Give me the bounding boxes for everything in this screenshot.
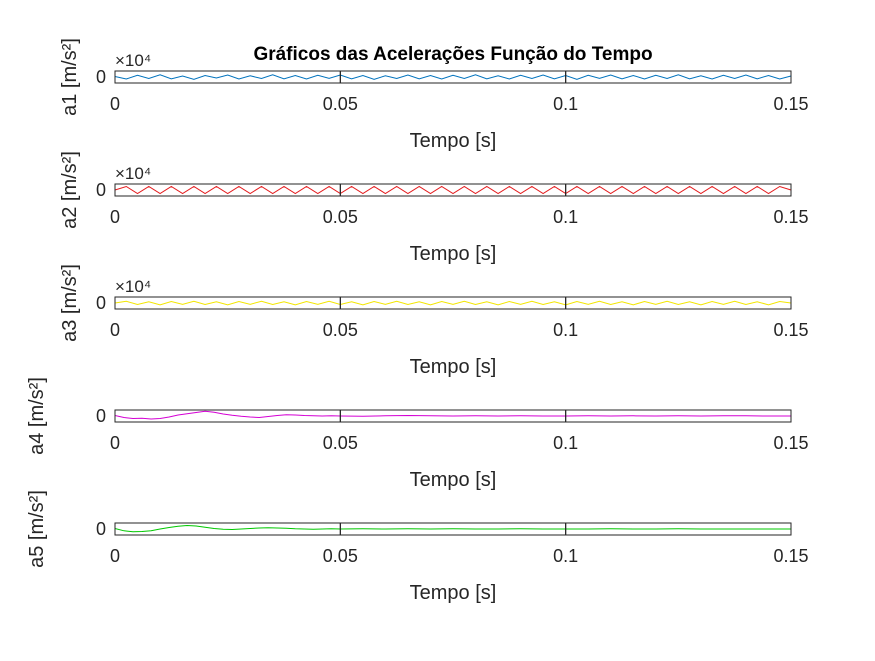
x-axis-label-a5: Tempo [s] [410, 582, 497, 604]
y-multiplier-a3: ×10⁴ [115, 277, 151, 296]
axes-box-a3 [114, 296, 792, 310]
x-tick-label-a3: 0 [110, 320, 120, 340]
axes-box-a2 [114, 183, 792, 197]
x-tick-label-a5: 0.1 [553, 546, 578, 566]
x-tick-label-a4: 0.15 [773, 433, 808, 453]
x-tick-label-a3: 0.15 [773, 320, 808, 340]
series-line-a4 [114, 410, 791, 420]
axes-box-a4 [114, 409, 792, 423]
axes-box-a5 [114, 522, 792, 536]
x-tick-label-a3: 0.1 [553, 320, 578, 340]
series-line-a3 [114, 300, 792, 306]
x-tick-label-a2: 0.05 [323, 207, 358, 227]
y-axis-label-a1: a1 [m/s²] [59, 38, 81, 116]
x-tick-label-a2: 0 [110, 207, 120, 227]
y-tick-label-a5: 0 [96, 519, 106, 539]
y-axis-label-a2: a2 [m/s²] [59, 151, 81, 229]
y-axis-label-a5: a5 [m/s²] [26, 490, 48, 568]
series-line-a5 [114, 524, 791, 533]
x-tick-label-a1: 0 [110, 94, 120, 114]
y-multiplier-a1: ×10⁴ [115, 51, 151, 70]
x-tick-label-a5: 0 [110, 546, 120, 566]
y-tick-label-a1: 0 [96, 67, 106, 87]
y-axis-label-a4: a4 [m/s²] [26, 377, 48, 455]
y-multiplier-a2: ×10⁴ [115, 164, 151, 183]
chart-title: Gráficos das Acelerações Função do Tempo [253, 44, 652, 65]
series-line-a2 [114, 185, 792, 195]
x-tick-label-a4: 0.05 [323, 433, 358, 453]
series-line-a1 [114, 74, 792, 80]
x-tick-label-a1: 0.15 [773, 94, 808, 114]
x-axis-label-a4: Tempo [s] [410, 469, 497, 491]
x-tick-label-a4: 0.1 [553, 433, 578, 453]
x-tick-label-a3: 0.05 [323, 320, 358, 340]
x-tick-label-a2: 0.1 [553, 207, 578, 227]
axes-box-a1 [114, 70, 792, 84]
x-axis-label-a2: Tempo [s] [410, 243, 497, 265]
x-tick-label-a2: 0.15 [773, 207, 808, 227]
x-axis-label-a3: Tempo [s] [410, 356, 497, 378]
x-tick-label-a5: 0.05 [323, 546, 358, 566]
y-tick-label-a2: 0 [96, 180, 106, 200]
y-axis-label-a3: a3 [m/s²] [59, 264, 81, 342]
x-tick-label-a1: 0.05 [323, 94, 358, 114]
y-tick-label-a3: 0 [96, 293, 106, 313]
x-axis-label-a1: Tempo [s] [410, 130, 497, 152]
x-tick-label-a4: 0 [110, 433, 120, 453]
y-tick-label-a4: 0 [96, 406, 106, 426]
x-tick-label-a5: 0.15 [773, 546, 808, 566]
x-tick-label-a1: 0.1 [553, 94, 578, 114]
